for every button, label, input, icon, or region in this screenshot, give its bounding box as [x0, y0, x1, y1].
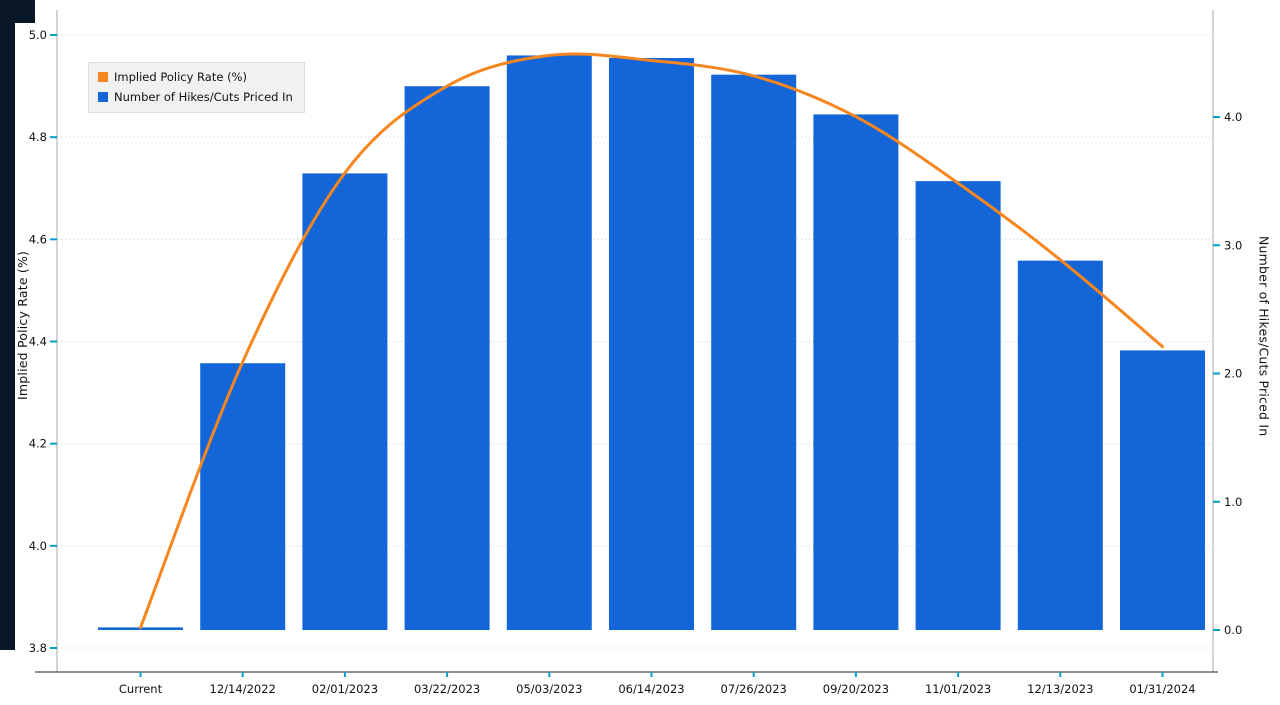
right-axis-tick-label: 3.0: [1224, 238, 1242, 252]
category-label: 12/14/2022: [210, 682, 276, 696]
legend-item-hikes-cuts: Number of Hikes/Cuts Priced In: [98, 90, 293, 104]
bar-hikes-cuts: [609, 58, 694, 630]
right-axis-tick-label: 1.0: [1224, 495, 1242, 509]
left-axis-tick-label: 4.8: [29, 130, 47, 144]
category-label: 03/22/2023: [414, 682, 480, 696]
chart-legend: Implied Policy Rate (%) Number of Hikes/…: [88, 62, 305, 113]
legend-swatch-bar-series: [98, 92, 108, 102]
bar-hikes-cuts: [302, 173, 388, 630]
category-label: 02/01/2023: [312, 682, 378, 696]
category-label: 12/13/2023: [1027, 682, 1093, 696]
legend-item-implied-policy-rate: Implied Policy Rate (%): [98, 70, 293, 84]
bar-hikes-cuts: [404, 86, 490, 631]
legend-swatch-line-series: [98, 72, 108, 82]
left-axis-tick-label: 4.2: [29, 437, 47, 451]
bar-hikes-cuts: [1120, 350, 1205, 630]
right-axis-tick-label: 4.0: [1224, 110, 1242, 124]
right-axis-title: Number of Hikes/Cuts Priced In: [1256, 235, 1272, 437]
legend-label-hikes-cuts: Number of Hikes/Cuts Priced In: [114, 90, 293, 104]
left-axis-tick-label: 4.0: [29, 539, 47, 553]
left-axis-tick-label: 5.0: [29, 28, 47, 42]
category-label: 06/14/2023: [618, 682, 684, 696]
category-label: 05/03/2023: [516, 682, 582, 696]
category-label: 11/01/2023: [925, 682, 991, 696]
left-edge-strip: [0, 0, 15, 650]
left-axis-tick-label: 3.8: [29, 641, 47, 655]
category-label: 09/20/2023: [823, 682, 889, 696]
bar-hikes-cuts: [506, 55, 592, 630]
bar-hikes-cuts: [711, 74, 797, 631]
category-label: 01/31/2024: [1129, 682, 1195, 696]
bar-hikes-cuts: [200, 363, 286, 630]
bar-hikes-cuts: [915, 181, 1001, 630]
bar-hikes-cuts: [1017, 260, 1103, 630]
category-label: 07/26/2023: [721, 682, 787, 696]
left-axis-tick-label: 4.4: [29, 335, 47, 349]
right-axis-tick-label: 0.0: [1224, 623, 1242, 637]
top-left-corner-strip: [0, 0, 35, 23]
left-axis-tick-label: 4.6: [29, 232, 47, 246]
category-label: Current: [119, 682, 163, 696]
policy-rate-line: [139, 52, 1164, 630]
bar-hikes-cuts: [813, 114, 899, 630]
legend-label-implied-policy-rate: Implied Policy Rate (%): [114, 70, 247, 84]
right-axis-tick-label: 2.0: [1224, 367, 1242, 381]
